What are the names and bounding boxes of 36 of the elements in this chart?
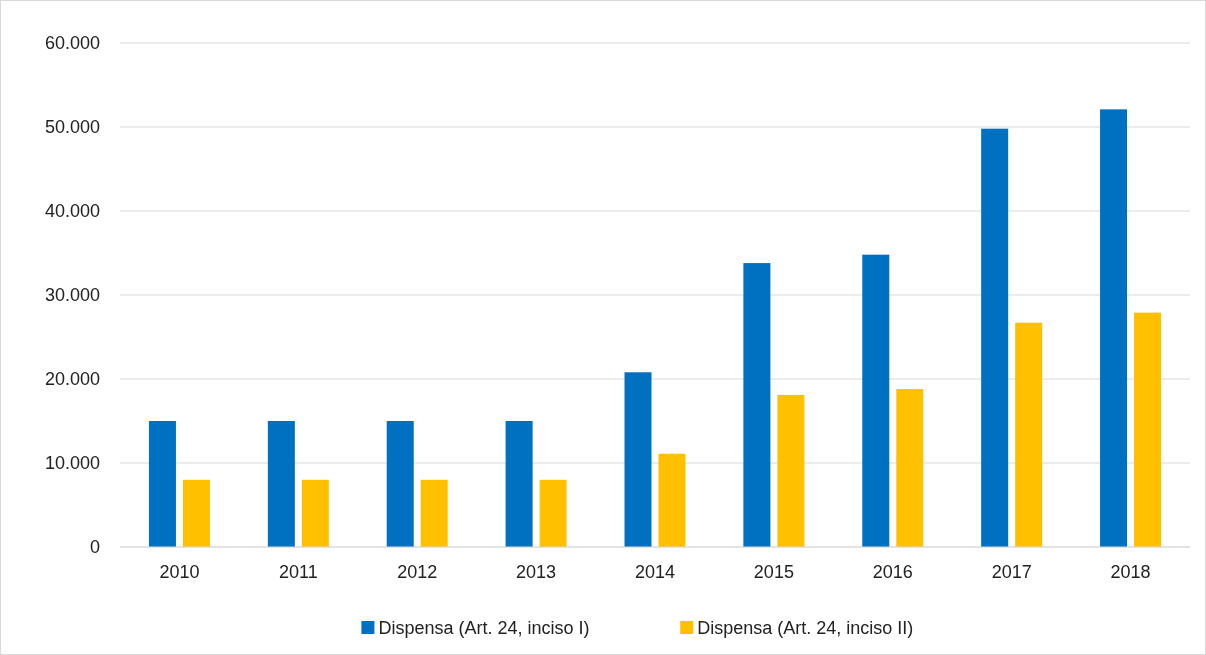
x-tick-label: 2017 bbox=[991, 562, 1032, 582]
bar bbox=[148, 421, 176, 547]
x-tick-label: 2013 bbox=[516, 562, 557, 582]
y-tick-label: 40.000 bbox=[44, 201, 100, 222]
bar bbox=[539, 479, 567, 547]
bar bbox=[1015, 322, 1043, 547]
bar bbox=[981, 128, 1009, 547]
x-tick-label: 2011 bbox=[278, 562, 318, 582]
bar bbox=[1100, 109, 1128, 547]
bar bbox=[505, 421, 533, 547]
x-tick-label: 2018 bbox=[1110, 562, 1151, 582]
bar bbox=[301, 479, 329, 547]
y-tick-label: 10.000 bbox=[44, 453, 100, 474]
bar bbox=[267, 421, 295, 547]
bar bbox=[182, 479, 210, 547]
bar bbox=[862, 254, 890, 547]
y-tick-label: 60.000 bbox=[44, 33, 100, 54]
x-tick-label: 2010 bbox=[159, 562, 200, 582]
y-tick-label: 30.000 bbox=[44, 285, 100, 306]
bar bbox=[1134, 312, 1162, 547]
bar bbox=[386, 421, 414, 547]
legend-label: Dispensa (Art. 24, inciso II) bbox=[697, 618, 914, 639]
x-tick-label: 2015 bbox=[753, 562, 794, 582]
bar bbox=[743, 263, 771, 547]
bar bbox=[658, 453, 686, 547]
y-tick-label: 20.000 bbox=[44, 369, 100, 390]
legend-label: Dispensa (Art. 24, inciso I) bbox=[378, 618, 590, 639]
bar bbox=[896, 389, 924, 547]
y-tick-label: 50.000 bbox=[44, 117, 100, 138]
bar bbox=[420, 479, 448, 547]
x-tick-label: 2014 bbox=[634, 562, 676, 582]
y-tick-label: 0 bbox=[89, 537, 100, 558]
x-tick-label: 2016 bbox=[872, 562, 913, 582]
bar bbox=[624, 372, 652, 547]
x-tick-label: 2012 bbox=[397, 562, 438, 582]
bar bbox=[777, 394, 805, 547]
